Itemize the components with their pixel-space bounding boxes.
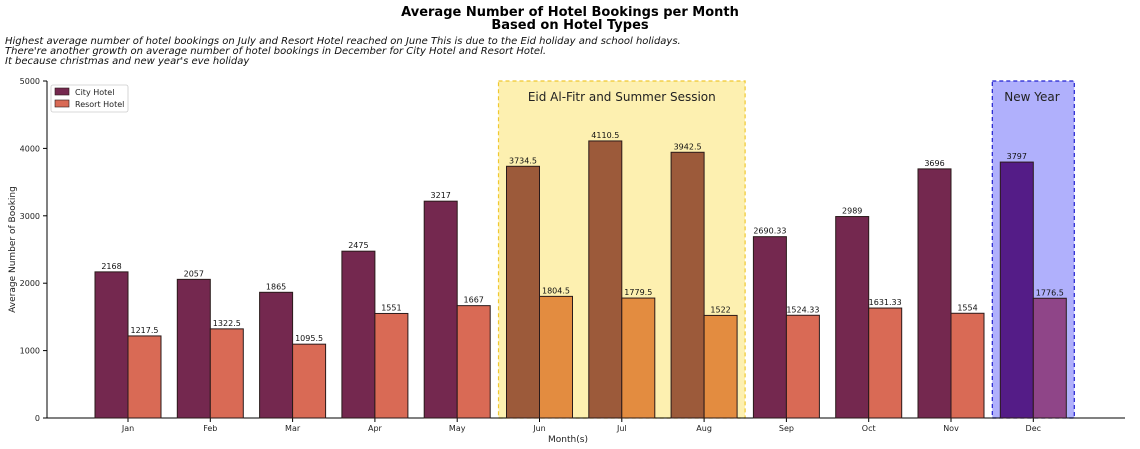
chart-subtitle-line-3: It because christmas and new year's eve … (5, 56, 250, 67)
data-label: 1095.5 (295, 334, 323, 343)
city-hotel-bar-feb (176, 278, 211, 419)
legend-swatch-resort (54, 99, 70, 108)
data-label: 1524.33 (786, 305, 819, 314)
annotation-label-newyear: New Year (1004, 90, 1059, 104)
city-hotel-bar-nov (917, 168, 952, 419)
data-label: 1217.5 (131, 326, 159, 335)
city-hotel-bar-may (423, 200, 458, 419)
resort-hotel-bar-oct (868, 307, 903, 419)
x-tick-label: Aug (696, 424, 712, 433)
y-tick-label: 5000 (20, 77, 40, 86)
city-hotel-bar-apr (341, 250, 376, 419)
x-tick-label: May (449, 424, 466, 433)
x-tick-label: Mar (285, 424, 301, 433)
y-tick-label: 1000 (20, 347, 40, 356)
city-hotel-bar-oct (835, 216, 870, 419)
data-label: 3797 (1007, 152, 1027, 161)
y-tick-label: 2000 (20, 279, 40, 288)
data-label: 2057 (184, 269, 204, 278)
data-label: 1779.5 (624, 288, 652, 297)
legend-swatch-city (54, 87, 70, 96)
y-tick-label: 0 (35, 414, 40, 423)
x-tick-label: Jul (616, 424, 627, 433)
y-tick-label: 3000 (20, 212, 40, 221)
x-tick-label: Nov (943, 424, 959, 433)
resort-hotel-bar-mar (292, 343, 327, 419)
x-tick-label: Apr (368, 424, 383, 433)
x-axis-label: Month(s) (548, 435, 588, 445)
data-label: 2690.33 (753, 227, 786, 236)
data-label: 1551 (381, 303, 401, 312)
resort-hotel-bar-nov (950, 312, 985, 419)
chart-subtitle-line-2: There're another growth on average numbe… (5, 46, 547, 57)
city-hotel-bar-mar (259, 291, 294, 419)
legend (50, 84, 129, 113)
x-tick-label: Oct (862, 424, 876, 433)
data-label: 1522 (710, 305, 730, 314)
city-hotel-bar-jan (94, 271, 129, 419)
data-label: 4110.5 (591, 131, 619, 140)
data-label: 3696 (924, 159, 944, 168)
city-hotel-bar-jul (588, 140, 623, 419)
resort-hotel-bar-sep (785, 314, 820, 419)
data-label: 2475 (348, 241, 368, 250)
data-label: 1667 (464, 296, 484, 305)
data-label: 3942.5 (674, 142, 702, 151)
annotation-label-summer: Eid Al-Fitr and Summer Session (528, 90, 716, 104)
data-label: 3217 (431, 191, 451, 200)
chart-title: Average Number of Hotel Bookings per Mon… (401, 5, 739, 20)
resort-hotel-bar-may (456, 305, 491, 419)
resort-hotel-bar-feb (209, 328, 244, 419)
chart-title-line2: Based on Hotel Types (491, 18, 649, 33)
x-tick-label: Feb (203, 424, 217, 433)
y-axis-label: Average Number of Booking (8, 186, 18, 313)
data-label: 1776.5 (1036, 288, 1064, 297)
city-hotel-bar-aug (670, 151, 705, 419)
resort-hotel-bar-apr (374, 312, 409, 419)
resort-hotel-bar-jul (621, 297, 656, 419)
data-label: 1804.5 (542, 286, 570, 295)
data-label: 3734.5 (509, 156, 537, 165)
resort-hotel-bar-jun (539, 295, 573, 419)
city-hotel-bar-sep (752, 236, 787, 419)
city-hotel-bar-jun (506, 165, 540, 419)
resort-hotel-bar-jan (127, 335, 162, 419)
resort-hotel-bar-dec (1032, 297, 1067, 419)
data-label: 2989 (842, 207, 862, 216)
x-tick-label: Jan (121, 424, 134, 433)
resort-hotel-bar-aug (703, 314, 738, 419)
y-tick-label: 4000 (20, 144, 40, 153)
city-hotel-bar-dec (999, 161, 1034, 419)
legend-label-city: City Hotel (75, 88, 114, 97)
legend-label-resort: Resort Hotel (75, 100, 124, 109)
data-label: 1554 (957, 303, 977, 312)
chart-subtitle-line-1: Highest average number of hotel bookings… (5, 36, 681, 47)
data-label: 2168 (101, 262, 121, 271)
data-label: 1865 (266, 282, 286, 291)
x-tick-label: Dec (1026, 424, 1041, 433)
data-label: 1322.5 (213, 319, 241, 328)
x-tick-label: Sep (779, 424, 794, 433)
data-label: 1631.33 (869, 298, 902, 307)
x-tick-label: Jun (532, 424, 546, 433)
